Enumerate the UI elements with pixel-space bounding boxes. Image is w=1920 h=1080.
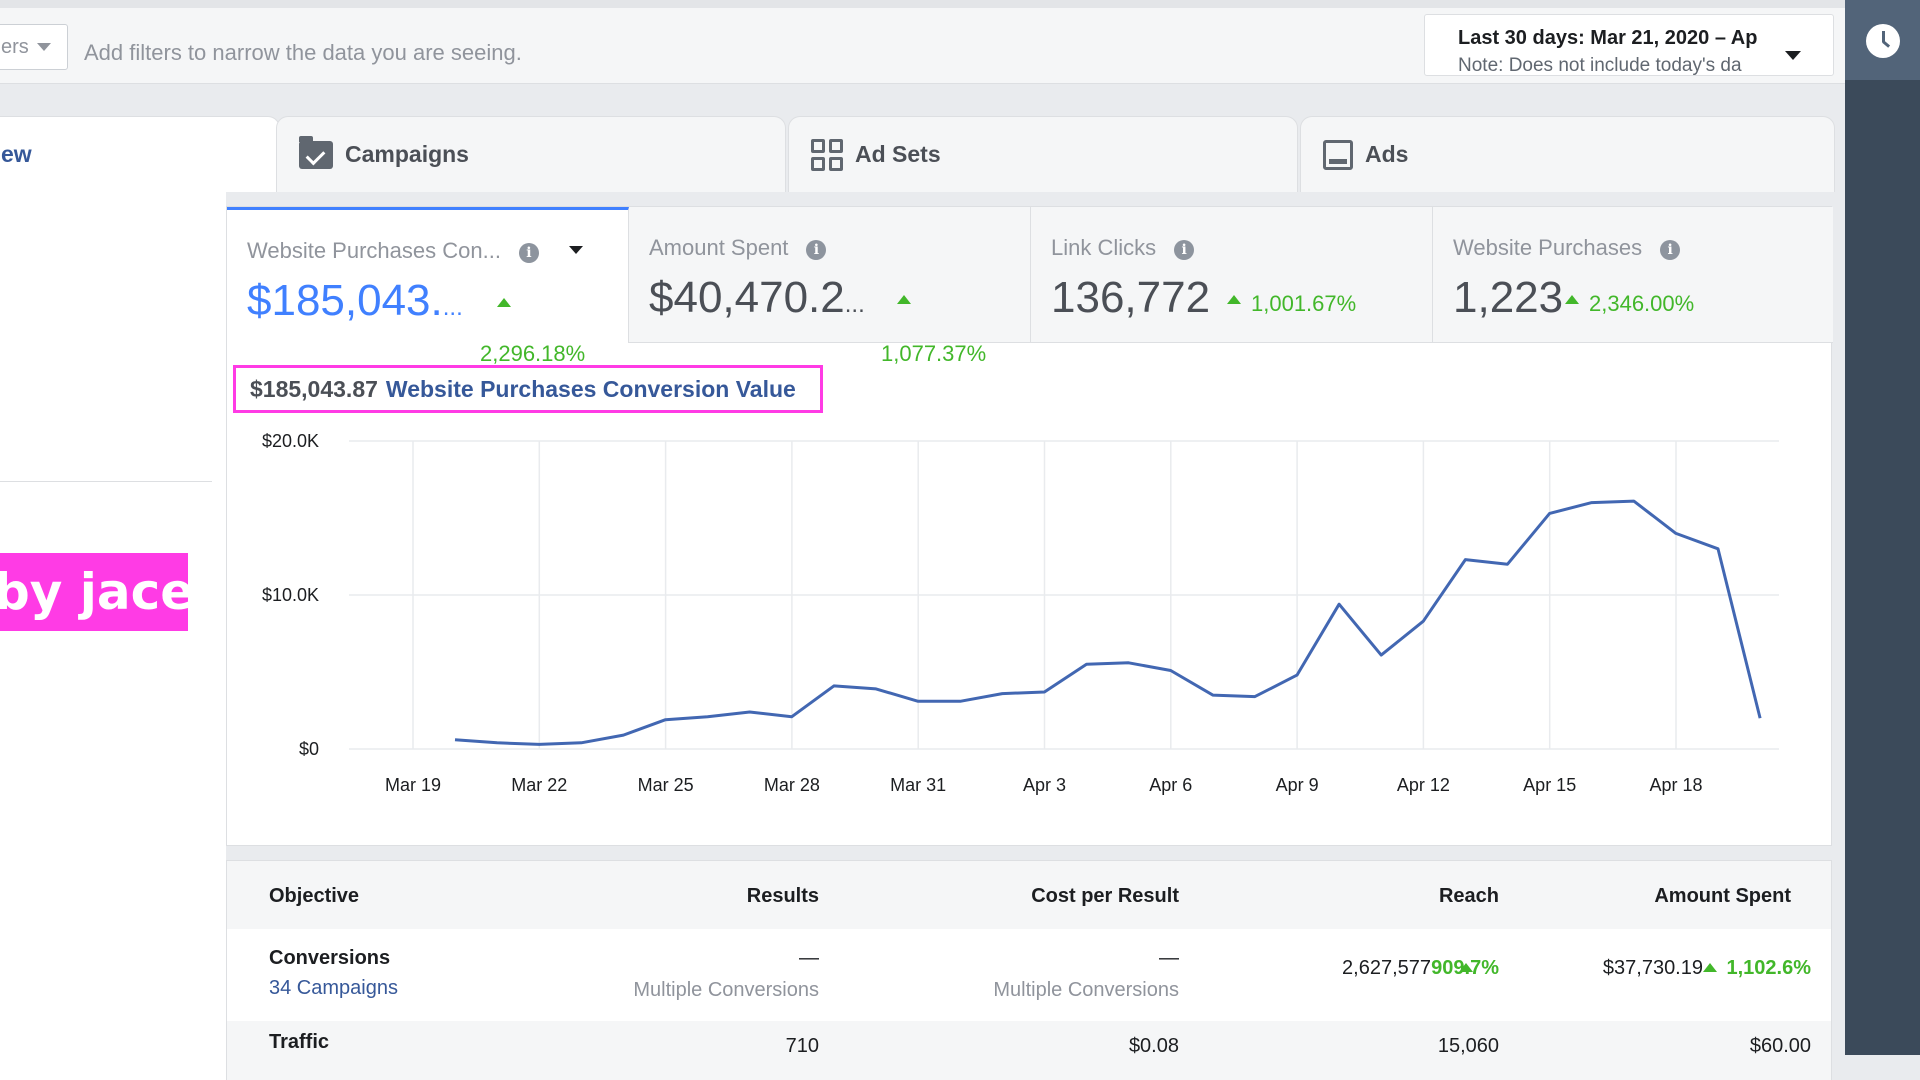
campaigns-link[interactable]: 34 Campaigns (269, 977, 398, 999)
y-tick-label: $0 (299, 739, 319, 759)
y-tick-label: $20.0K (262, 431, 319, 451)
x-tick-label: Mar 31 (890, 775, 946, 795)
tab-overview[interactable]: ew (0, 116, 280, 192)
chart-panel: Website Purchases Con... i $185,043.... 2… (226, 206, 1833, 846)
metric-card-purchase-value[interactable]: Website Purchases Con... i $185,043.... (227, 207, 629, 343)
folder-check-icon (299, 135, 333, 169)
info-icon[interactable]: i (1174, 240, 1195, 260)
x-tick-label: Apr 9 (1276, 775, 1319, 795)
trend-up-icon (1565, 295, 1579, 304)
trend-up-icon (1459, 963, 1473, 972)
legend-series-name[interactable]: Website Purchases Conversion Value (385, 376, 796, 402)
left-panel (0, 192, 226, 1080)
reach-value: 15,060 (1437, 1035, 1499, 1057)
metric-change: 2,346.00% (1589, 291, 1695, 316)
spent-value: $37,730.19 (1602, 957, 1703, 979)
tab-ad-sets[interactable]: Ad Sets (788, 116, 1298, 192)
clock-icon (1866, 24, 1900, 58)
trend-up-icon (497, 298, 511, 307)
ad-icon (1323, 139, 1353, 170)
tab-label: ew (1, 141, 32, 167)
legend-value: $185,043.87 (250, 376, 378, 402)
spent-value: $60.00 (1749, 1035, 1811, 1057)
cost-value: — (1159, 947, 1179, 969)
column-header[interactable]: Amount Spent (1654, 885, 1791, 907)
chevron-down-icon (1785, 51, 1801, 60)
date-range-note: Note: Does not include today's da (1458, 55, 1742, 76)
metric-card-amount-spent[interactable]: Amount Spent i $40,470.2... (629, 207, 1031, 343)
metric-value: 1,223 (1453, 273, 1564, 322)
chevron-down-icon (36, 43, 51, 51)
metric-label: Website Purchases Con... i (247, 238, 539, 264)
x-tick-label: Mar 28 (764, 775, 820, 795)
results-table: Objective Results Cost per Result Reach … (226, 860, 1832, 1080)
trend-up-icon (1227, 295, 1241, 304)
cost-sublabel: Multiple Conversions (993, 979, 1179, 1001)
x-tick-label: Apr 15 (1523, 775, 1576, 795)
metric-card-website-purchases[interactable]: Website Purchases i 1,223 2,346.00% (1433, 207, 1833, 343)
grid-icon (811, 138, 843, 171)
date-range-label: Last 30 days: Mar 21, 2020 – Ap (1458, 27, 1758, 49)
objective-name: Conversions (269, 947, 391, 969)
series-line (454, 499, 1762, 746)
info-icon[interactable]: i (518, 243, 539, 263)
x-tick-label: Mar 19 (385, 775, 441, 795)
metric-card-link-clicks[interactable]: Link Clicks i 136,772 1,001.67% (1031, 207, 1433, 343)
trend-up-icon (1703, 963, 1717, 972)
table-row: Conversions 34 Campaigns — Multiple Conv… (227, 929, 1831, 1021)
tab-campaigns[interactable]: Campaigns (276, 116, 786, 192)
tab-label: Campaigns (345, 141, 469, 167)
right-sidebar (1845, 0, 1920, 1055)
objective-name: Traffic (269, 1031, 330, 1053)
x-tick-label: Apr 18 (1649, 775, 1702, 795)
info-icon[interactable]: i (806, 240, 827, 260)
column-header[interactable]: Cost per Result (1031, 885, 1179, 907)
filter-input[interactable]: Add filters to narrow the data you are s… (84, 40, 522, 65)
tab-label: Ad Sets (855, 141, 941, 167)
chevron-down-icon[interactable] (569, 246, 583, 254)
chart-legend: $185,043.87 Website Purchases Conversion … (233, 365, 823, 413)
divider (0, 481, 212, 482)
table-row: Traffic 710 $0.08 15,060 $60.00 (227, 1021, 1831, 1080)
tab-ads[interactable]: Ads (1300, 116, 1835, 192)
table-header: Objective Results Cost per Result Reach … (227, 861, 1831, 929)
metric-value: $185,043.... (247, 276, 463, 325)
spent-change: 1,102.6% (1726, 957, 1811, 979)
column-header[interactable]: Objective (269, 885, 360, 907)
date-range-picker[interactable]: Last 30 days: Mar 21, 2020 – Ap Note: Do… (1424, 14, 1834, 76)
metric-value: $40,470.2... (649, 273, 865, 322)
x-tick-label: Apr 3 (1023, 775, 1066, 795)
filter-dropdown-label: ers (1, 35, 29, 58)
filter-dropdown[interactable]: ers (0, 24, 68, 70)
results-sublabel: Multiple Conversions (633, 979, 819, 1001)
column-header[interactable]: Results (746, 885, 819, 907)
metric-change: 2,296.18% (480, 341, 586, 366)
trend-up-icon (897, 295, 911, 304)
x-tick-label: Apr 6 (1149, 775, 1192, 795)
reach-value: 2,627,577 (1342, 957, 1431, 979)
tab-label: Ads (1365, 141, 1409, 167)
x-tick-label: Mar 25 (638, 775, 694, 795)
x-tick-label: Apr 12 (1397, 775, 1450, 795)
metric-change: 1,001.67% (1251, 291, 1357, 316)
line-chart: $20.0K $10.0K $0 Mar 19 Mar 22 Mar 25 Mar 28 Ma… (262, 431, 1779, 795)
metric-value: 136,772 (1051, 273, 1211, 322)
cost-value: $0.08 (1128, 1035, 1179, 1057)
info-icon[interactable]: i (1660, 240, 1681, 260)
y-tick-label: $10.0K (262, 585, 319, 605)
watermark-banner: by jace (0, 553, 188, 631)
metric-label: Link Clicks i (1051, 235, 1195, 261)
results-value: — (799, 947, 819, 969)
results-value: 710 (785, 1035, 819, 1057)
x-tick-label: Mar 22 (511, 775, 567, 795)
column-header[interactable]: Reach (1438, 885, 1499, 907)
history-button[interactable] (1845, 0, 1920, 80)
metric-change: 1,077.37% (881, 341, 987, 366)
metric-label: Website Purchases i (1453, 235, 1681, 261)
reach-change: 909.7% (1431, 957, 1499, 979)
filter-bar: ers Add filters to narrow the data you a… (0, 0, 1845, 84)
metric-label: Amount Spent i (649, 235, 827, 261)
